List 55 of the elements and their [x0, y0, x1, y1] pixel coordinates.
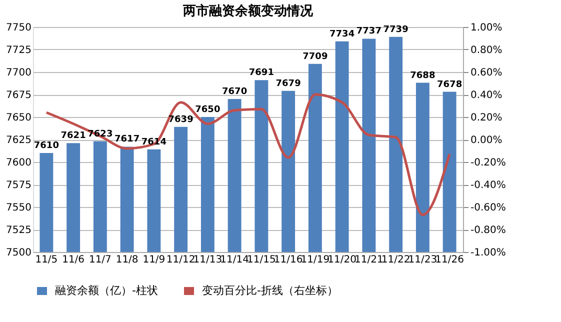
x-tick-label: 11/5 [35, 254, 58, 266]
y2-tick-label: 0.40% [470, 90, 502, 101]
y-tick-label: 7750 [6, 22, 32, 34]
y2-tick-label: -0.60% [470, 202, 506, 214]
legend-label: 融资余额（亿）-柱状 [55, 284, 158, 297]
data-label: 7739 [383, 24, 408, 35]
y2-tick-label: -0.20% [470, 158, 506, 168]
data-label: 7734 [330, 29, 355, 40]
y-tick-label: 7525 [6, 225, 32, 236]
x-tick-label: 11/7 [88, 254, 112, 266]
data-label: 7691 [248, 68, 274, 78]
y2-tick-label: 0.60% [470, 68, 502, 78]
data-label: 7678 [437, 80, 462, 90]
data-label: 7650 [195, 105, 220, 115]
y2-tick-label: 0.20% [470, 112, 502, 124]
x-tick-label: 11/26 [435, 254, 464, 266]
y-tick-label: 7500 [6, 248, 32, 258]
y2-tick-label: 1.00% [470, 22, 502, 34]
y-tick-label: 7725 [6, 45, 32, 56]
x-tick-label: 11/14 [220, 254, 249, 266]
data-label: 7737 [356, 26, 382, 37]
y2-tick-label: -0.40% [470, 180, 506, 191]
y-tick-label: 7675 [6, 90, 32, 101]
x-tick-label: 11/8 [116, 254, 138, 266]
data-label: 7688 [410, 70, 436, 81]
y-tick-label: 7550 [6, 202, 32, 214]
data-label: 7709 [302, 52, 328, 62]
x-tick-label: 11/16 [274, 254, 303, 266]
data-label: 7639 [168, 114, 194, 125]
y2-tick-label: -1.00% [470, 248, 506, 258]
data-label: 7617 [114, 134, 140, 145]
x-tick-label: 11/6 [62, 254, 85, 266]
data-label: 7670 [222, 87, 248, 97]
legend-label: 变动百分比-折线（右坐标） [202, 284, 338, 297]
x-tick-label: 11/13 [193, 254, 222, 266]
x-tick-label: 11/12 [166, 254, 196, 266]
x-tick-label: 11/23 [408, 254, 438, 266]
y-tick-label: 7700 [6, 68, 32, 78]
y2-tick-label: -0.80% [470, 225, 506, 236]
data-label: 7679 [276, 78, 301, 89]
x-tick-label: 11/22 [381, 254, 410, 266]
y2-tick-label: 0.00% [470, 135, 502, 146]
y2-tick-label: 0.80% [470, 45, 502, 56]
chart-title: 两市融资余额变动情况 [182, 3, 314, 19]
x-tick-label: 11/9 [142, 254, 166, 266]
data-label: 7621 [60, 131, 86, 142]
y-tick-label: 7625 [6, 135, 32, 146]
y-tick-label: 7650 [6, 112, 32, 124]
x-tick-label: 11/15 [247, 254, 276, 266]
y-tick-label: 7575 [6, 180, 32, 191]
data-label: 7610 [34, 141, 59, 151]
x-tick-label: 11/20 [328, 254, 356, 266]
x-tick-label: 11/21 [354, 254, 384, 266]
x-tick-label: 11/19 [300, 254, 330, 266]
y-tick-label: 7600 [6, 158, 32, 168]
